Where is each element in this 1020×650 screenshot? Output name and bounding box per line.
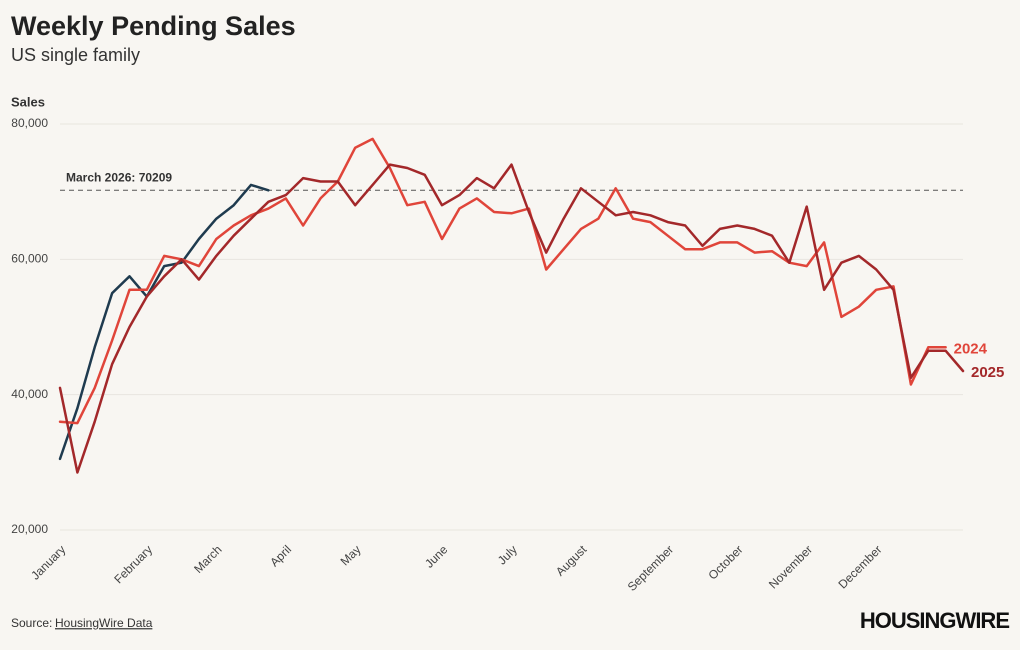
y-tick-label: 80,000 [11,116,48,130]
x-tick-label: March [191,542,224,575]
chart-subtitle: US single family [11,45,140,65]
source-label: Source: [11,616,52,630]
x-tick-label: September [625,542,676,593]
reference-label: March 2026: 70209 [66,170,172,184]
chart-title: Weekly Pending Sales [11,11,296,41]
x-tick-label: August [553,542,590,579]
logo: HOUSINGWIRE [860,608,1009,633]
y-tick-label: 20,000 [11,522,48,536]
x-tick-label: December [835,542,884,591]
x-tick-label: June [422,542,451,571]
x-tick-label: January [28,542,68,582]
x-tick-label: October [706,542,746,582]
x-tick-label: February [111,542,155,586]
x-tick-label: May [338,542,364,568]
series-end-label: 2024 [954,340,988,357]
y-axis-label: Sales [11,94,45,109]
series-end-label: 2025 [971,364,1004,381]
source-link[interactable]: HousingWire Data [55,616,153,630]
x-tick-label: July [495,542,520,567]
x-tick-label: November [766,542,815,591]
series-line [58,183,270,461]
y-tick-label: 40,000 [11,387,48,401]
series-line [58,137,947,425]
y-tick-label: 60,000 [11,252,48,266]
series-line [58,163,965,474]
x-tick-label: April [267,542,294,569]
